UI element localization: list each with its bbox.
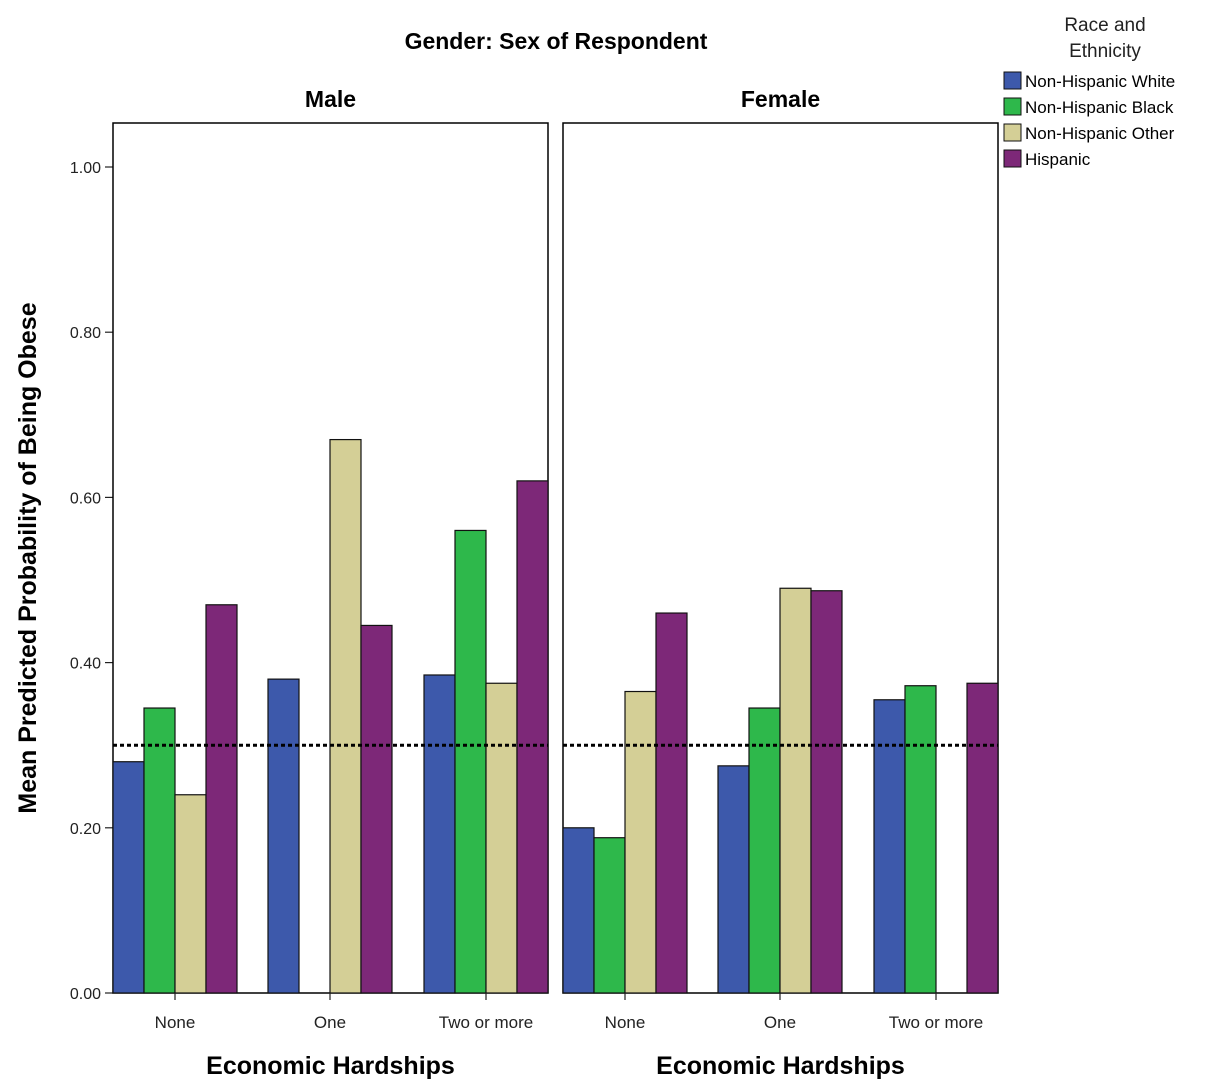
bar-female-2-3 bbox=[779, 587, 812, 994]
chart-title: Gender: Sex of Respondent bbox=[405, 28, 708, 54]
y-tick-label: 1.00 bbox=[70, 160, 101, 177]
bar-male-2-4 bbox=[360, 624, 393, 994]
y-tick-label: 0.60 bbox=[70, 490, 101, 507]
x-axis-title: Economic Hardships bbox=[206, 1052, 455, 1080]
y-tick-label: 0.00 bbox=[70, 986, 101, 1003]
y-tick-label: 0.80 bbox=[70, 325, 101, 342]
bar-female-3-1 bbox=[873, 699, 906, 994]
bar-male-3-4 bbox=[516, 480, 549, 994]
legend-title-line1: Race and bbox=[1064, 15, 1145, 36]
y-tick-label: 0.40 bbox=[70, 656, 101, 673]
legend-title-line2: Ethnicity bbox=[1069, 41, 1141, 62]
panel-title-female: Female bbox=[741, 86, 820, 112]
x-tick-label: Two or more bbox=[439, 1013, 533, 1032]
x-tick-label: None bbox=[605, 1013, 646, 1032]
bar-male-3-1 bbox=[423, 674, 456, 994]
bar-male-1-4 bbox=[205, 604, 238, 994]
bar-female-2-4 bbox=[810, 590, 843, 994]
bar-female-3-4 bbox=[966, 682, 999, 994]
bar-male-3-3 bbox=[485, 682, 518, 994]
bar-male-1-3 bbox=[174, 794, 207, 994]
bar-male-3-2 bbox=[454, 529, 487, 994]
legend-swatch bbox=[1003, 97, 1022, 116]
bar-male-2-1 bbox=[267, 678, 300, 994]
x-tick-label: None bbox=[155, 1013, 196, 1032]
legend-swatch bbox=[1003, 71, 1022, 90]
legend-label: Non-Hispanic Black bbox=[1025, 98, 1174, 117]
bar-female-1-3 bbox=[624, 690, 657, 994]
legend-label: Hispanic bbox=[1025, 150, 1091, 169]
x-axis-title: Economic Hardships bbox=[656, 1052, 905, 1080]
y-axis-title: Mean Predicted Probability of Being Obes… bbox=[14, 302, 42, 813]
legend-label: Non-Hispanic Other bbox=[1025, 124, 1175, 143]
legend-swatch bbox=[1003, 149, 1022, 168]
bar-female-3-2 bbox=[904, 685, 937, 994]
bar-female-2-1 bbox=[717, 765, 750, 994]
bar-male-1-2 bbox=[143, 707, 176, 994]
legend-label: Non-Hispanic White bbox=[1025, 72, 1175, 91]
bar-female-2-2 bbox=[748, 707, 781, 994]
legend-swatch bbox=[1003, 123, 1022, 142]
bar-male-2-3 bbox=[329, 438, 362, 994]
bar-male-1-1 bbox=[112, 761, 145, 994]
x-tick-label: One bbox=[764, 1013, 796, 1032]
panel-title-male: Male bbox=[305, 86, 356, 112]
x-tick-label: Two or more bbox=[889, 1013, 983, 1032]
bar-female-1-4 bbox=[655, 612, 688, 994]
x-tick-label: One bbox=[314, 1013, 346, 1032]
bar-female-1-2 bbox=[593, 837, 626, 994]
bar-female-1-1 bbox=[562, 827, 595, 994]
y-tick-label: 0.20 bbox=[70, 821, 101, 838]
